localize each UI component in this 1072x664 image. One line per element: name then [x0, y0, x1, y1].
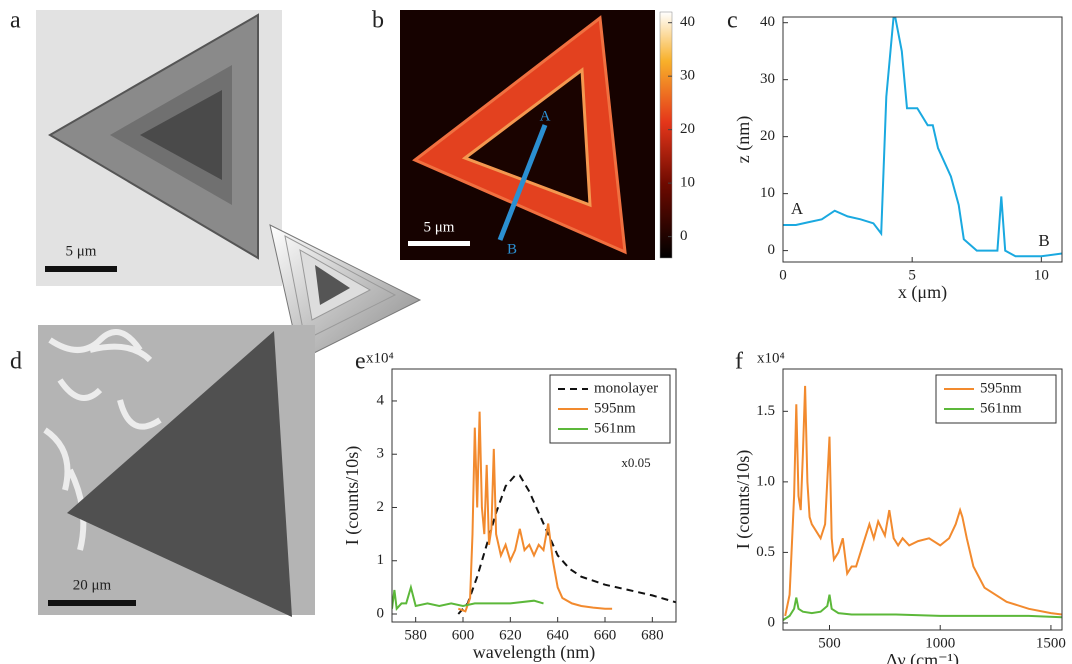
- chart: 0 5 10 0 10 20 30 40 x (μm) z (nm) A B: [733, 14, 1063, 303]
- x-axis-label: x (μm): [898, 282, 947, 303]
- x-tick-label: 1000: [925, 635, 955, 651]
- colorbar-tick-label: 40: [680, 14, 695, 30]
- y-tick-label: 1.0: [756, 473, 775, 489]
- x-tick-label: 620: [499, 627, 522, 643]
- panel-label: f: [735, 349, 743, 375]
- series-line: [783, 17, 1062, 258]
- sem-image-a: 5 μm: [36, 10, 282, 286]
- y-tick-label: 30: [760, 71, 775, 87]
- legend-label: 595nm: [980, 380, 1022, 396]
- chart: 500 1000 1500 0 0.5 1.0 1.5 Δν (cm⁻¹) I (counts/…: [733, 350, 1066, 664]
- y-axis-label: z (nm): [733, 116, 754, 163]
- series-line: [392, 583, 544, 611]
- y-tick-label: 3: [377, 446, 385, 462]
- plot-frame: [782, 16, 1063, 263]
- panel-label: b: [372, 8, 384, 34]
- scale-bar-label: 5 μm: [66, 243, 97, 259]
- y-axis-label: I (counts/10s): [342, 446, 363, 545]
- y-tick-label: 2: [377, 499, 385, 515]
- x-tick-label: 640: [546, 627, 569, 643]
- line-label: A: [540, 108, 551, 124]
- scale-bar-label: 5 μm: [424, 219, 455, 235]
- y-tick-label: 4: [377, 392, 385, 408]
- y-tick-label: 0: [377, 605, 385, 621]
- x-axis-label: Δν (cm⁻¹): [886, 650, 959, 664]
- y-tick-label: 0: [768, 242, 776, 258]
- series-line: [457, 411, 613, 613]
- y-tick-label: 40: [760, 14, 775, 30]
- x-tick-label: 580: [404, 627, 427, 643]
- x-tick-label: 680: [641, 627, 664, 643]
- line-label: B: [507, 241, 517, 257]
- x-tick-label: 0: [779, 267, 787, 283]
- series-line: [457, 474, 676, 615]
- legend-label: 561nm: [980, 400, 1022, 416]
- plot-frame: [391, 368, 677, 623]
- series-line: [783, 594, 1062, 621]
- y-tick-label: 1: [377, 552, 385, 568]
- panel-label: c: [727, 8, 738, 34]
- axis-multiplier: x10⁴: [757, 350, 785, 366]
- y-tick-label: 0.5: [756, 544, 775, 560]
- annotation: A: [791, 199, 804, 218]
- colorbar-tick-label: 20: [680, 121, 695, 137]
- panel-label: e: [355, 349, 366, 375]
- colorbar-tick-label: 30: [680, 68, 695, 84]
- x-tick-label: 500: [818, 635, 841, 651]
- chart: 580 600 620 640 660 680 0 1 2 3 4 wavelength (nm) I …: [342, 350, 677, 663]
- afm-image-b: A B 5 μm: [400, 10, 673, 260]
- y-axis-label: I (counts/10s): [733, 450, 754, 549]
- y-tick-label: 0: [768, 614, 776, 630]
- y-tick-label: 20: [760, 128, 775, 144]
- x-tick-label: 1500: [1036, 635, 1066, 651]
- panel-label: d: [10, 349, 22, 375]
- legend-label: 561nm: [594, 420, 636, 436]
- x-tick-label: 10: [1034, 267, 1049, 283]
- scale-bar-label: 20 μm: [73, 577, 112, 593]
- x-tick-label: 5: [908, 267, 916, 283]
- x-axis-label: wavelength (nm): [473, 642, 595, 663]
- x-tick-label: 600: [452, 627, 475, 643]
- colorbar-tick-label: 10: [680, 175, 695, 191]
- colorbar-tick-label: 0: [680, 228, 688, 244]
- optical-image-d: 20 μm: [38, 325, 315, 617]
- axis-multiplier: x10⁴: [366, 350, 394, 366]
- series-line: [784, 385, 1062, 617]
- plot-frame: [782, 368, 1063, 631]
- panel-label: a: [10, 8, 21, 34]
- legend-box: [935, 374, 1057, 424]
- y-tick-label: 1.5: [756, 403, 775, 419]
- legend-label: monolayer: [594, 380, 658, 396]
- annotation: x0.05: [621, 455, 650, 470]
- legend-label: 595nm: [594, 400, 636, 416]
- x-tick-label: 660: [594, 627, 617, 643]
- annotation: B: [1038, 231, 1049, 250]
- y-tick-label: 10: [760, 185, 775, 201]
